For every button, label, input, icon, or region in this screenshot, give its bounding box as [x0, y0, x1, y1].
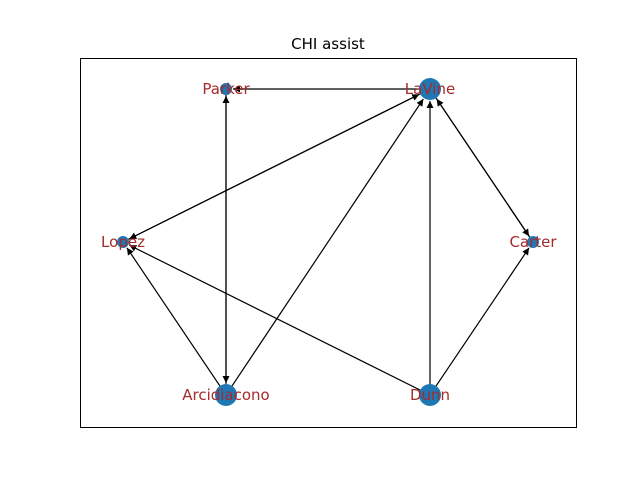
edge-carter-to-lavine: [436, 98, 534, 243]
edge-arcidiacono-to-lavine: [225, 98, 424, 396]
node-label-lavine: LaVine: [405, 80, 455, 98]
chart-title: CHI assist: [291, 35, 365, 53]
node-label-arcidiacono: Arcidiacono: [182, 386, 270, 404]
edge-dunn-to-lopez: [128, 244, 431, 396]
node-carter: [527, 236, 539, 248]
label-layer: Parker LaVine Lopez Carter Arcidiacono Dunn: [101, 80, 557, 404]
node-lavine: [419, 78, 441, 100]
node-label-lopez: Lopez: [101, 233, 145, 251]
node-label-parker: Parker: [202, 80, 250, 98]
plot-frame: [80, 58, 577, 428]
edge-lopez-to-lavine: [122, 93, 420, 243]
node-label-dunn: Dunn: [410, 386, 450, 404]
edge-arcidiacono-to-lopez: [126, 247, 227, 396]
edge-dunn-to-carter: [429, 247, 530, 396]
node-label-carter: Carter: [509, 233, 557, 251]
node-parker: [220, 83, 232, 95]
node-dunn: [419, 384, 441, 406]
edge-layer: [122, 85, 534, 396]
node-layer: [117, 78, 539, 406]
node-lopez: [117, 236, 129, 248]
node-arcidiacono: [215, 384, 237, 406]
